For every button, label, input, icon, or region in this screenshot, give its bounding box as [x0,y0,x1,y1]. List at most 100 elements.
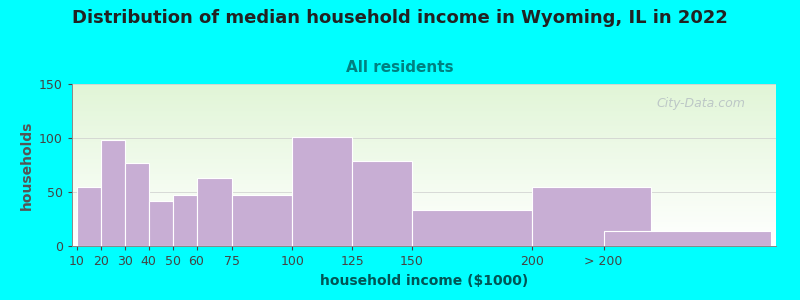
Bar [72,206,776,207]
Bar [72,230,776,231]
Bar [72,95,776,96]
Bar [72,133,776,134]
Bar [72,181,776,182]
Bar [412,210,532,246]
Bar [72,168,776,169]
Bar [603,231,771,246]
Bar [72,210,776,211]
Bar [72,88,776,89]
Bar [72,212,776,213]
Bar [72,196,776,197]
Bar [72,221,776,222]
Bar [72,124,776,125]
Bar [72,142,776,143]
Bar [72,149,776,150]
Bar [72,225,776,226]
Bar [72,163,776,164]
Bar [72,164,776,165]
Bar [72,235,776,236]
Bar [72,239,776,240]
Bar [72,91,776,92]
Bar [72,184,776,185]
Bar [72,191,776,192]
Bar [72,128,776,129]
Bar [72,233,776,234]
Bar [72,129,776,130]
Bar [173,195,197,246]
Bar [72,177,776,178]
Bar [72,90,776,91]
Bar [72,204,776,205]
Bar [72,213,776,214]
Bar [72,114,776,115]
X-axis label: household income ($1000): household income ($1000) [320,274,528,288]
Bar [72,188,776,189]
Bar [72,150,776,151]
Text: City-Data.com: City-Data.com [656,97,745,110]
Bar [72,105,776,106]
Bar [72,123,776,124]
Bar [72,207,776,208]
Bar [72,223,776,224]
Bar [72,180,776,181]
Bar [149,201,173,246]
Bar [72,231,776,232]
Bar [72,172,776,173]
Bar [125,163,149,246]
Bar [101,140,125,246]
Bar [72,154,776,155]
Bar [72,120,776,121]
Bar [72,146,776,147]
Bar [72,198,776,199]
Bar [72,160,776,161]
Bar [72,158,776,159]
Bar [72,186,776,187]
Bar [72,115,776,116]
Bar [72,94,776,95]
Bar [72,203,776,204]
Bar [72,182,776,183]
Bar [72,202,776,203]
Bar [72,86,776,87]
Bar [72,222,776,223]
Bar [72,92,776,93]
Bar [233,195,292,246]
Bar [72,162,776,163]
Bar [72,131,776,132]
Bar [72,197,776,198]
Bar [72,101,776,102]
Bar [77,187,101,246]
Bar [72,194,776,195]
Bar [72,170,776,171]
Bar [72,185,776,186]
Text: All residents: All residents [346,60,454,75]
Bar [72,137,776,138]
Bar [72,100,776,101]
Bar [72,243,776,244]
Bar [72,179,776,180]
Bar [72,211,776,212]
Bar [72,148,776,149]
Bar [72,135,776,136]
Bar [197,178,233,246]
Bar [72,229,776,230]
Bar [72,195,776,196]
Bar [72,116,776,117]
Bar [72,127,776,128]
Bar [72,218,776,219]
Bar [72,234,776,235]
Bar [72,209,776,210]
Bar [72,171,776,172]
Bar [72,237,776,238]
Bar [72,205,776,206]
Bar [72,167,776,168]
Bar [72,228,776,229]
Bar [72,242,776,243]
Bar [72,98,776,99]
Bar [72,224,776,225]
Bar [72,126,776,127]
Bar [72,240,776,241]
Bar [72,226,776,227]
Bar [72,107,776,108]
Bar [72,110,776,111]
